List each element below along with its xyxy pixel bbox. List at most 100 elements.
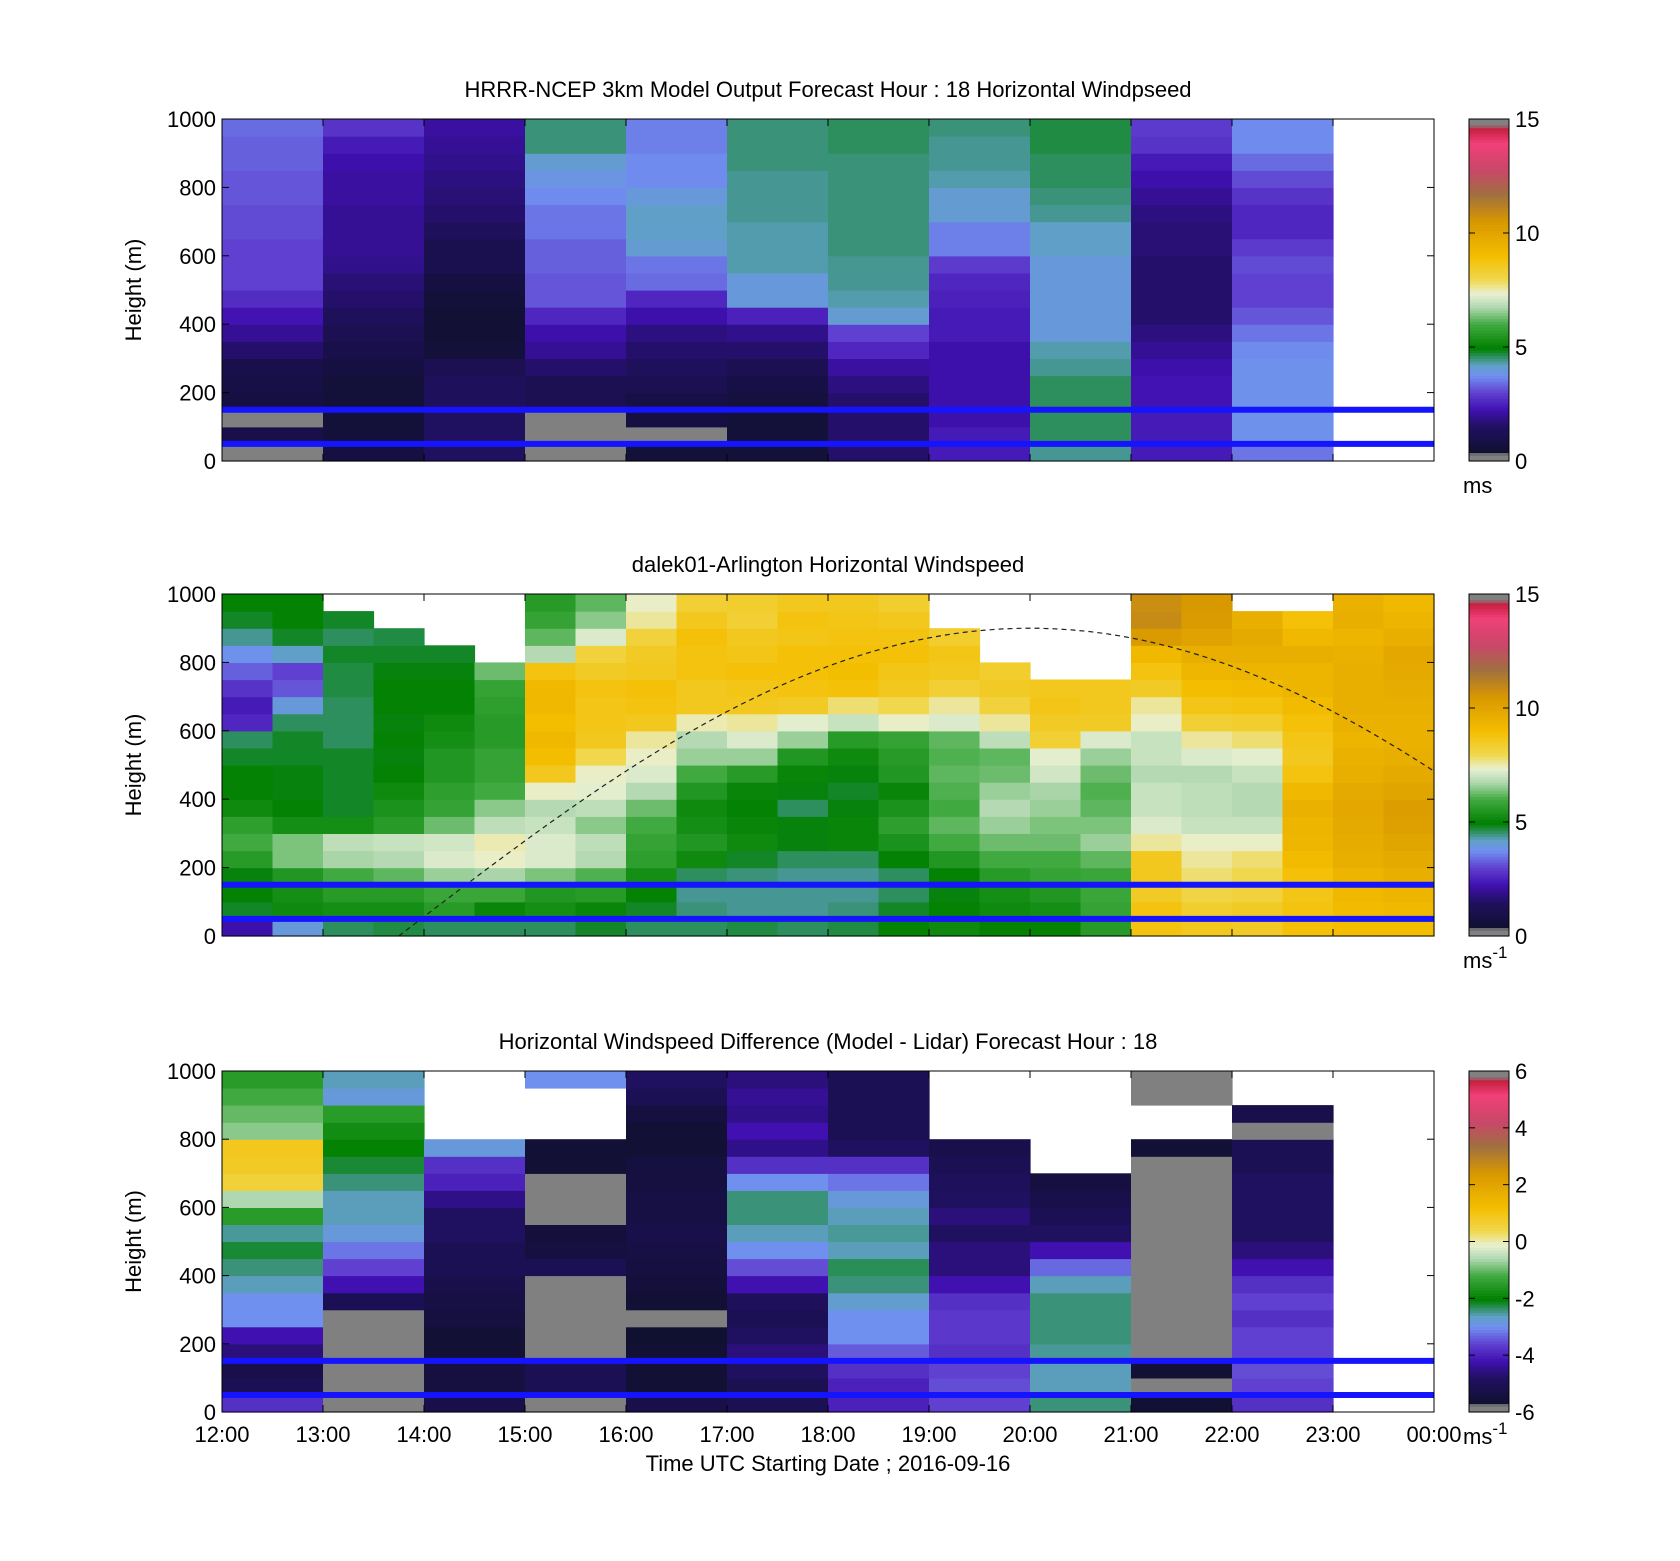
heatmap-cell bbox=[1282, 799, 1334, 817]
heatmap-cell bbox=[222, 884, 274, 903]
heatmap-cell bbox=[1131, 238, 1233, 257]
heatmap-cell bbox=[272, 662, 324, 681]
heatmap-cell bbox=[323, 850, 375, 869]
heatmap-cell bbox=[474, 901, 526, 920]
colorbar-segment bbox=[1469, 847, 1509, 852]
colorbar-segment bbox=[1469, 136, 1509, 140]
colorbar-segment bbox=[1469, 708, 1509, 712]
heatmap-cell bbox=[272, 594, 324, 612]
heatmap-cell bbox=[1232, 713, 1284, 732]
heatmap-cell bbox=[676, 713, 728, 732]
heatmap-cell bbox=[626, 1292, 728, 1311]
colorbar-segment bbox=[1469, 121, 1509, 126]
y-tick-label: 200 bbox=[179, 381, 216, 406]
heatmap-cell bbox=[1131, 594, 1183, 612]
colorbar-segment bbox=[1469, 355, 1509, 359]
heatmap-cell bbox=[878, 679, 930, 698]
colorbar-segment bbox=[1469, 1292, 1509, 1297]
heatmap-cell bbox=[777, 765, 829, 783]
colorbar-segment bbox=[1469, 762, 1509, 766]
colorbar-segment bbox=[1469, 1321, 1509, 1325]
heatmap-cell bbox=[1030, 238, 1132, 257]
heatmap-cell bbox=[323, 187, 425, 206]
heatmap-cell bbox=[575, 611, 627, 629]
heatmap-cell bbox=[272, 645, 324, 663]
colorbar-segment bbox=[1469, 1139, 1509, 1143]
colorbar: 0 5 10 15 ms-1 bbox=[1463, 582, 1539, 973]
colorbar-segment bbox=[1469, 668, 1509, 672]
heatmap-cell bbox=[424, 119, 526, 137]
heatmap-cell bbox=[777, 696, 829, 715]
heatmap-cell bbox=[1131, 799, 1183, 817]
heatmap-cell bbox=[424, 392, 526, 411]
heatmap-cell bbox=[1232, 1395, 1334, 1413]
heatmap-cell bbox=[323, 358, 425, 377]
heatmap-cell bbox=[222, 799, 274, 817]
colorbar-segment bbox=[1469, 235, 1509, 240]
heatmap-cell bbox=[828, 204, 930, 223]
y-tick-label: 1000 bbox=[167, 107, 216, 132]
heatmap-cell bbox=[828, 1395, 930, 1413]
heatmap-cell bbox=[424, 255, 526, 274]
heatmap-cell bbox=[575, 884, 627, 903]
heatmap-cell bbox=[525, 765, 577, 783]
heatmap-cell bbox=[1131, 628, 1183, 646]
heatmap-cell bbox=[525, 696, 577, 715]
heatmap-cell bbox=[929, 884, 981, 903]
heatmap-cell bbox=[424, 645, 476, 663]
colorbar-segment bbox=[1469, 298, 1509, 302]
colorbar-segment bbox=[1469, 1261, 1509, 1265]
y-tick-label: 400 bbox=[179, 1264, 216, 1289]
heatmap-cell bbox=[1232, 170, 1334, 188]
heatmap-cell bbox=[1232, 1122, 1334, 1140]
heatmap-cell bbox=[1131, 272, 1233, 291]
heatmap-cell bbox=[929, 290, 1031, 308]
heatmap-cell bbox=[323, 221, 425, 240]
heatmap-cell bbox=[727, 884, 779, 903]
heatmap-cell bbox=[626, 375, 728, 394]
heatmap-cell bbox=[272, 765, 324, 783]
heatmap-cell bbox=[1131, 307, 1233, 325]
heatmap-cell bbox=[626, 204, 728, 223]
y-tick-label: 800 bbox=[179, 1127, 216, 1152]
heatmap-cell bbox=[878, 867, 930, 886]
heatmap-cell bbox=[323, 1309, 425, 1328]
x-tick-label: 00:00 bbox=[1406, 1422, 1461, 1447]
heatmap-cell bbox=[1131, 782, 1183, 800]
colorbar-segment bbox=[1469, 398, 1509, 402]
heatmap-cell bbox=[272, 850, 324, 869]
colorbar-segment bbox=[1469, 153, 1509, 157]
heatmap-cell bbox=[222, 782, 274, 800]
colorbar-segment bbox=[1469, 679, 1509, 683]
heatmap-cell bbox=[828, 375, 930, 394]
heatmap-cell bbox=[929, 1156, 1031, 1174]
heatmap-cell bbox=[222, 255, 324, 274]
heatmap-cell bbox=[929, 1326, 1031, 1345]
heatmap-cell bbox=[1131, 1309, 1233, 1328]
colorbar-segment bbox=[1469, 628, 1509, 632]
heatmap-cell bbox=[727, 662, 779, 681]
colorbar-segment bbox=[1469, 1335, 1509, 1339]
heatmap-cell bbox=[676, 696, 728, 715]
heatmap-cell bbox=[1131, 358, 1233, 377]
heatmap-cell bbox=[373, 884, 425, 903]
colorbar-segment bbox=[1469, 1386, 1509, 1390]
heatmap-cell bbox=[424, 221, 526, 240]
colorbar-segment bbox=[1469, 144, 1509, 149]
colorbar-segment bbox=[1469, 1366, 1509, 1370]
heatmap-cell bbox=[373, 850, 425, 869]
colorbar-segment bbox=[1469, 916, 1509, 920]
heatmap-cell bbox=[626, 867, 678, 886]
heatmap-cell bbox=[222, 730, 274, 749]
heatmap-cell bbox=[525, 645, 577, 663]
heatmap-cell bbox=[979, 833, 1031, 852]
heatmap-cell bbox=[929, 1395, 1031, 1413]
panel-2: 0 200 400 600 800 1000 dalek01-Arlington Horiz… bbox=[121, 552, 1539, 973]
heatmap-cell bbox=[929, 850, 981, 869]
heatmap-cell bbox=[222, 662, 274, 681]
heatmap-cell bbox=[626, 594, 678, 612]
heatmap-cell bbox=[373, 833, 425, 852]
heatmap-cell bbox=[777, 799, 829, 817]
heatmap-cell bbox=[424, 713, 476, 732]
heatmap-cell bbox=[525, 426, 627, 445]
